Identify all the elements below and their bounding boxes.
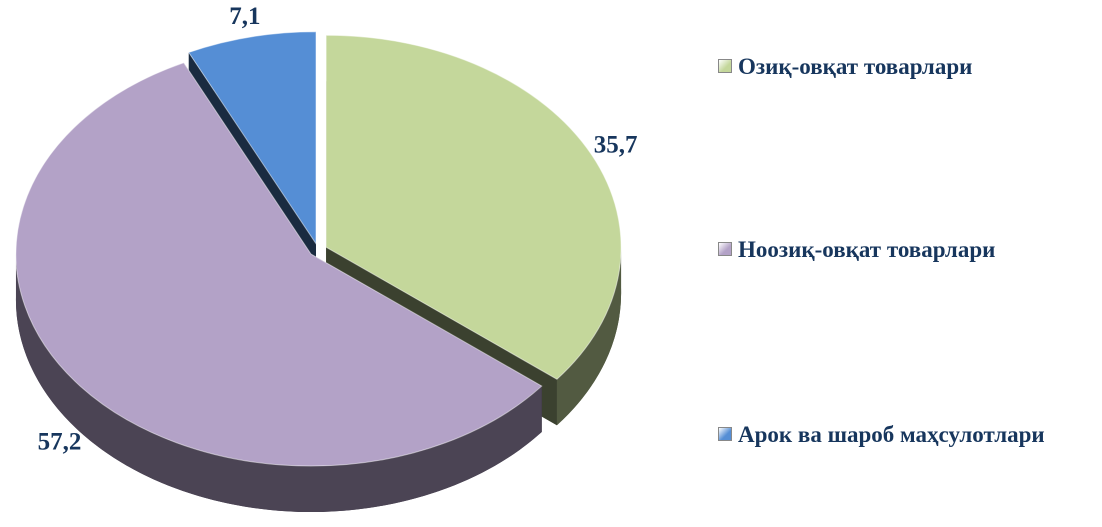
slice [187,31,317,246]
value-label: 35,7 [594,132,638,159]
value-label: 57,2 [38,429,82,456]
legend-item: Озиқ-овқат товарлари [718,52,1098,81]
legend-item: Арок ва шароб маҳсулотлари [718,420,1098,449]
pie-plot: 35,7 57,2 7,1 [15,3,638,513]
legend-label: Озиқ-овқат товарлари [738,54,973,79]
slice [325,34,622,380]
legend-swatch [718,427,732,441]
legend-item: Ноозиқ-овқат товарлари [718,235,1098,264]
legend-swatch [718,59,732,73]
slice [15,62,543,467]
value-label: 7,1 [229,3,260,30]
legend-label: Арок ва шароб маҳсулотлари [738,422,1045,447]
slice-side [556,247,622,426]
legend-label: Ноозиқ-овқат товарлари [738,237,996,262]
legend-swatch [718,242,732,256]
slice-side [15,254,542,513]
